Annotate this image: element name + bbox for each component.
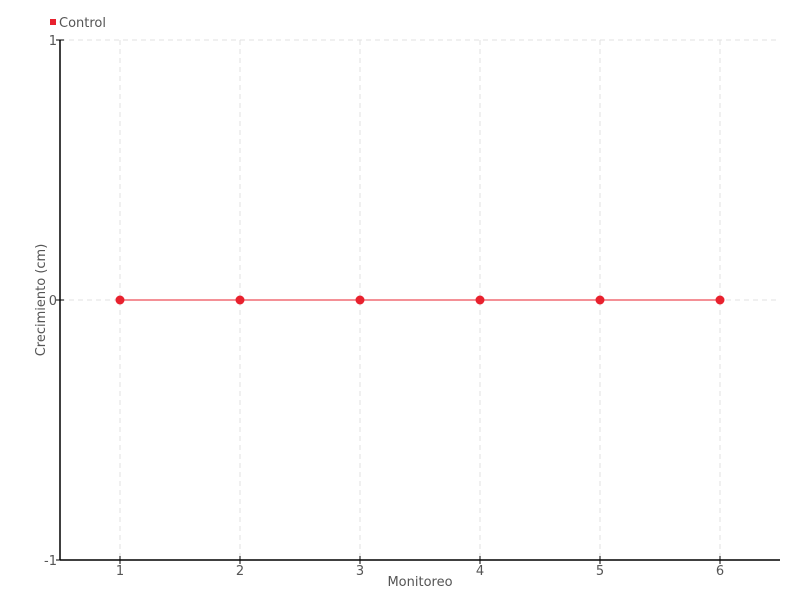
x-axis-label: Monitoreo bbox=[387, 575, 452, 590]
legend-label: Control bbox=[59, 16, 106, 31]
x-tick-label: 5 bbox=[596, 564, 604, 579]
series bbox=[115, 295, 725, 305]
y-tick-label: -1 bbox=[44, 554, 57, 569]
legend-marker bbox=[50, 19, 56, 25]
x-tick-label: 2 bbox=[236, 564, 244, 579]
x-tick-label: 1 bbox=[116, 564, 124, 579]
y-axis-label: Crecimiento (cm) bbox=[34, 244, 49, 357]
data-point[interactable] bbox=[115, 295, 125, 305]
x-tick-label: 4 bbox=[476, 564, 484, 579]
data-point[interactable] bbox=[595, 295, 605, 305]
ticks: 1 2 3 4 5 6 -1 0 1 bbox=[44, 34, 724, 579]
data-point[interactable] bbox=[475, 295, 485, 305]
legend[interactable]: Control bbox=[50, 16, 106, 31]
x-tick-label: 3 bbox=[356, 564, 364, 579]
data-point[interactable] bbox=[235, 295, 245, 305]
x-tick-label: 6 bbox=[716, 564, 724, 579]
data-point[interactable] bbox=[355, 295, 365, 305]
y-tick-label: 0 bbox=[49, 294, 57, 309]
data-point[interactable] bbox=[715, 295, 725, 305]
y-tick-label: 1 bbox=[49, 34, 57, 49]
